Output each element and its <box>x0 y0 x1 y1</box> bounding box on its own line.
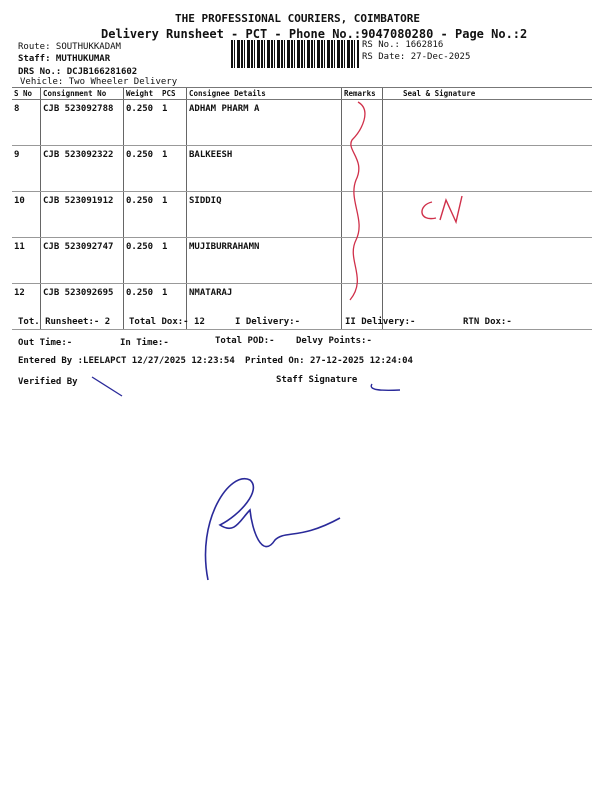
cell-name: NMATARAJ <box>186 283 342 330</box>
total-dox: Total Dox:- 12 <box>129 317 205 327</box>
vehicle: Vehicle: Two Wheeler Delivery <box>20 77 178 87</box>
cell-sno: 8 <box>12 99 41 146</box>
table-row: 8 CJB 523092788 0.250 1 ADHAM PHARM A <box>12 99 592 146</box>
staff-signature: Staff Signature <box>276 375 358 385</box>
out-time: Out Time:- <box>18 338 73 348</box>
company-title: THE PROFESSIONAL COURIERS, COIMBATORE <box>175 12 421 25</box>
cn-initials-mark <box>421 195 463 225</box>
runsheet-title: Delivery Runsheet - PCT - Phone No.:9047… <box>101 27 528 41</box>
table-row: 10 CJB 523091912 0.250 1 SIDDIQ <box>12 191 592 238</box>
cell-remarks <box>341 283 383 330</box>
table-row: 11 CJB 523092747 0.250 1 MUJIBURRAHAMN <box>12 237 592 284</box>
table-row: 12 CJB 523092695 0.250 1 NMATARAJ <box>12 283 592 330</box>
cell-pcs: 1 <box>160 283 187 330</box>
cell-cn: CJB 523092695 <box>40 283 124 330</box>
drs-no: DRS No.: DCJB166281602 <box>18 67 138 77</box>
rs-no: RS No.: 1662816 <box>362 40 444 50</box>
large-signature-mark <box>204 477 341 581</box>
cell-seal <box>382 191 592 238</box>
table-row: 9 CJB 523092322 0.250 1 BALKEESH <box>12 145 592 192</box>
cell-seal <box>382 237 592 284</box>
cell-seal <box>382 283 592 330</box>
cell-remarks <box>341 191 383 238</box>
i-delivery: I Delivery:- <box>235 317 301 327</box>
cell-wt: 0.250 <box>123 191 160 238</box>
cell-name: BALKEESH <box>186 145 342 192</box>
cell-wt: 0.250 <box>123 283 160 330</box>
cell-seal <box>382 145 592 192</box>
cell-cn: CJB 523091912 <box>40 191 124 238</box>
col-consignment: Consignment No <box>40 87 124 100</box>
cell-remarks <box>341 145 383 192</box>
cell-sno: 10 <box>12 191 41 238</box>
cell-name: SIDDIQ <box>186 191 342 238</box>
barcode <box>231 40 359 68</box>
cell-pcs: 1 <box>160 191 187 238</box>
rtn-dox: RTN Dox:- <box>463 317 512 327</box>
cell-sno: 11 <box>12 237 41 284</box>
cell-remarks <box>341 237 383 284</box>
col-remarks: Remarks <box>341 87 383 100</box>
staff: Staff: MUTHUKUMAR <box>18 54 111 64</box>
cell-sno: 12 <box>12 283 41 330</box>
delvy-points: Delvy Points:- <box>296 336 372 346</box>
runsheet-table: S No Consignment No Weight PCS Consignee… <box>12 87 592 330</box>
remarks-bracket-mark <box>349 101 366 301</box>
cell-pcs: 1 <box>160 237 187 284</box>
col-weight: Weight <box>123 87 160 100</box>
cell-sno: 9 <box>12 145 41 192</box>
printed-on: Printed On: 27-12-2025 12:24:04 <box>245 356 413 366</box>
route: Route: SOUTHUKKADAM <box>18 42 121 52</box>
cell-name: MUJIBURRAHAMN <box>186 237 342 284</box>
in-time: In Time:- <box>120 338 169 348</box>
tot-runsheet: Tot. Runsheet:- 2 <box>18 317 111 327</box>
cell-wt: 0.250 <box>123 99 160 146</box>
col-seal: Seal & Signature <box>382 87 592 100</box>
col-pcs: PCS <box>160 87 187 100</box>
verified-by: Verified By <box>18 377 78 387</box>
cell-pcs: 1 <box>160 145 187 192</box>
col-consignee: Consignee Details <box>186 87 342 100</box>
verified-signature-mark <box>91 376 123 397</box>
cell-wt: 0.250 <box>123 237 160 284</box>
cell-seal <box>382 99 592 146</box>
col-sno: S No <box>12 87 41 100</box>
cell-name: ADHAM PHARM A <box>186 99 342 146</box>
cell-remarks <box>341 99 383 146</box>
cell-cn: CJB 523092322 <box>40 145 124 192</box>
cell-wt: 0.250 <box>123 145 160 192</box>
entered-by: Entered By :LEELAPCT 12/27/2025 12:23:54 <box>18 356 235 366</box>
total-pod: Total POD:- <box>215 336 275 346</box>
rs-date: RS Date: 27-Dec-2025 <box>362 52 471 62</box>
cell-cn: CJB 523092788 <box>40 99 124 146</box>
staff-signature-mark <box>370 383 401 392</box>
cell-pcs: 1 <box>160 99 187 146</box>
ii-delivery: II Delivery:- <box>345 317 416 327</box>
cell-cn: CJB 523092747 <box>40 237 124 284</box>
